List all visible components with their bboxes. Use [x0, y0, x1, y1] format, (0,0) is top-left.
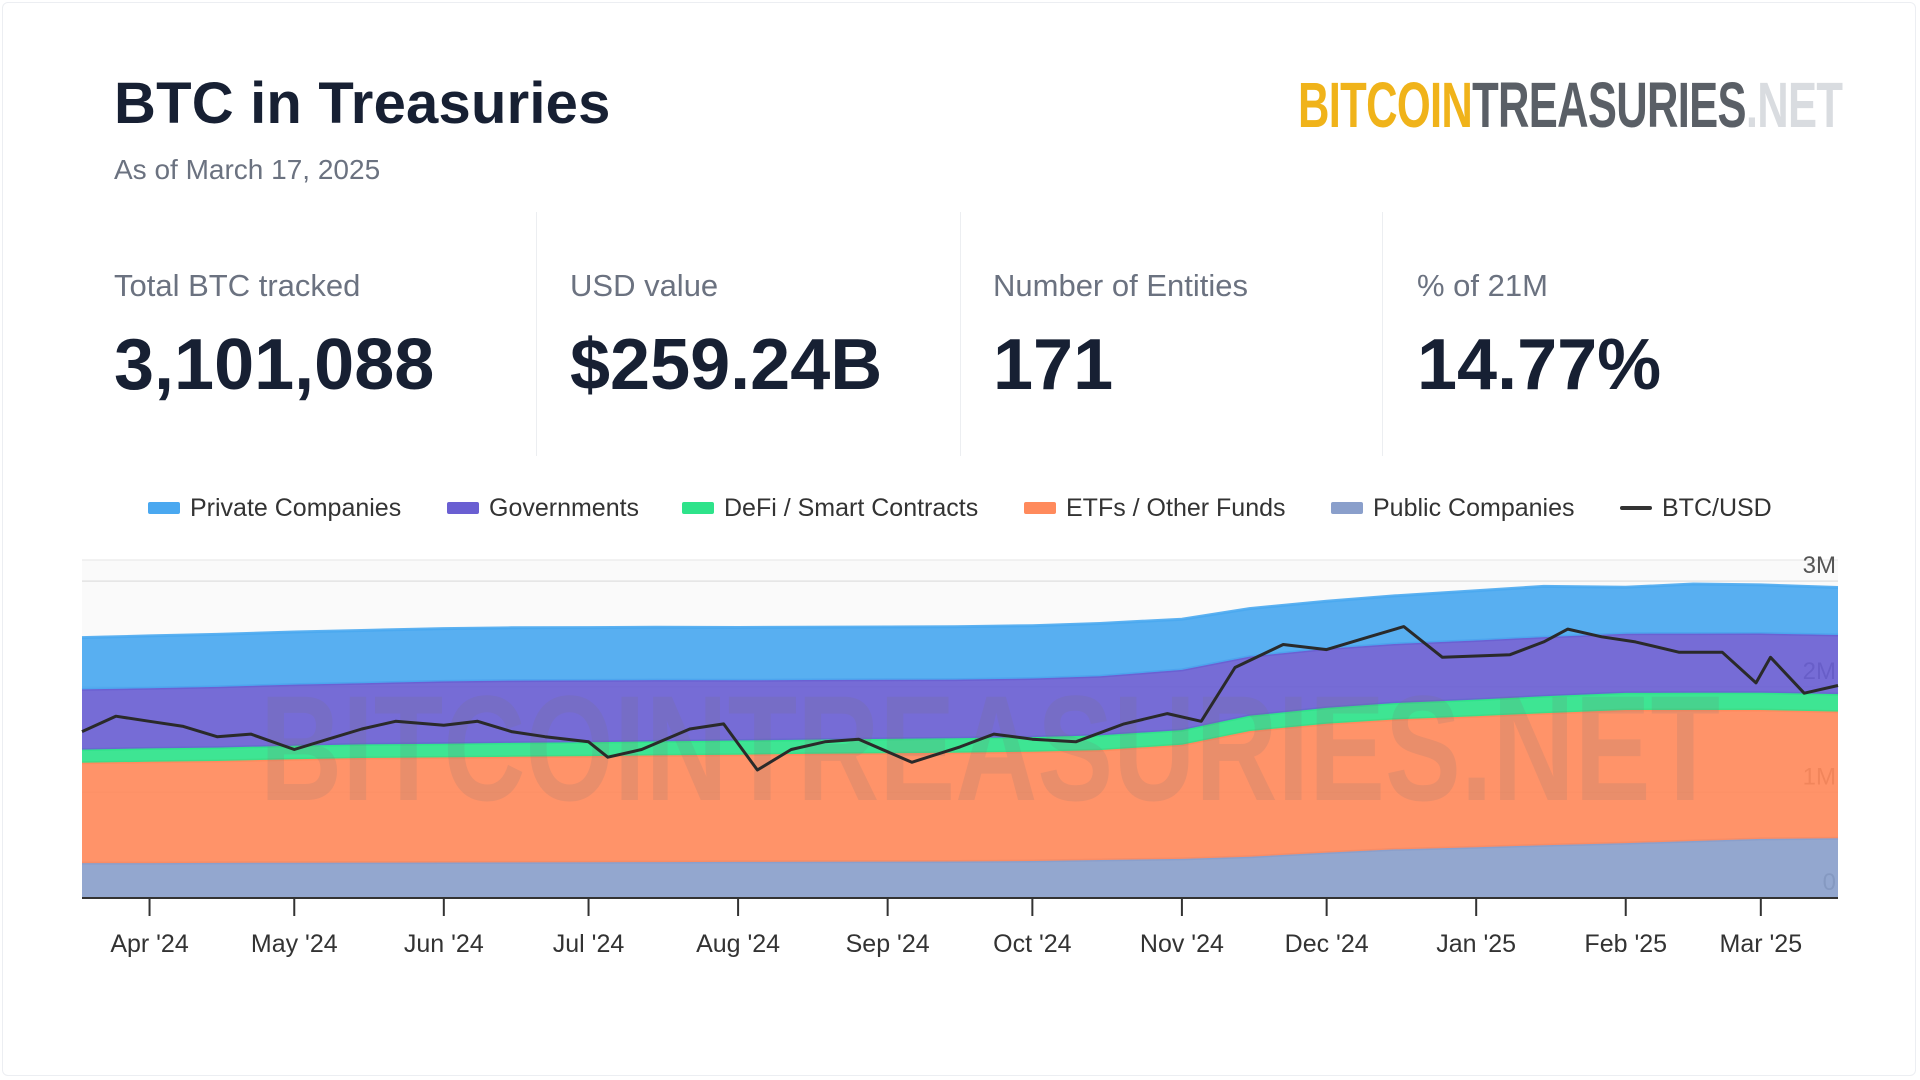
- x-tick-label: Dec '24: [1285, 930, 1369, 958]
- legend-label: BTC/USD: [1662, 493, 1772, 522]
- x-tick-label: Jul '24: [553, 930, 625, 958]
- area-public-companies: [82, 838, 1838, 898]
- stat-value: $259.24B: [570, 325, 883, 405]
- legend-swatch: [1024, 502, 1056, 514]
- area-governments: [82, 633, 1838, 750]
- x-tick-label: Apr '24: [110, 930, 189, 958]
- x-tick-label: Jan '25: [1436, 930, 1516, 958]
- area-private-companies: [82, 584, 1838, 690]
- area-edge: [81, 582, 1839, 640]
- legend-swatch: [1331, 502, 1363, 514]
- y-tick-label: 3M: [1803, 552, 1836, 579]
- legend-label: Public Companies: [1373, 493, 1575, 522]
- x-tick-label: Feb '25: [1584, 930, 1667, 958]
- bitcointreasuries-logo[interactable]: BITCOINTREASURIES.NET: [1298, 68, 1843, 142]
- legend-item-btc-usd[interactable]: BTC/USD: [1620, 490, 1772, 526]
- stat-value: 171: [993, 325, 1114, 405]
- area-etfs-other-funds: [82, 710, 1838, 864]
- legend-swatch: [1620, 506, 1652, 510]
- legend-item-governments[interactable]: Governments: [447, 490, 639, 526]
- as-of-date: As of March 17, 2025: [114, 154, 381, 185]
- logo-part-bitcoin: BITCOIN: [1298, 69, 1473, 141]
- legend-swatch: [447, 502, 479, 514]
- legend-item-etfs[interactable]: ETFs / Other Funds: [1024, 490, 1286, 526]
- legend-swatch: [148, 502, 180, 514]
- stat-label: USD value: [570, 268, 719, 303]
- btc-usd-line: [81, 625, 1839, 772]
- logo-part-treasuries: TREASURIES: [1472, 69, 1746, 141]
- x-tick-label: Nov '24: [1140, 930, 1224, 958]
- area-defi-smart-contracts: [82, 692, 1838, 763]
- x-tick-label: May '24: [251, 930, 338, 958]
- legend-label: Private Companies: [190, 493, 402, 522]
- x-tick-label: Sep '24: [846, 930, 930, 958]
- stat-label: Total BTC tracked: [114, 268, 361, 303]
- stat-label: % of 21M: [1417, 268, 1548, 303]
- legend-item-public-companies[interactable]: Public Companies: [1331, 490, 1575, 526]
- stat-divider: [960, 212, 961, 456]
- x-tick-label: Mar '25: [1720, 930, 1803, 958]
- logo-part-net: .NET: [1745, 69, 1843, 141]
- legend-label: Governments: [489, 493, 640, 522]
- legend-item-private-companies[interactable]: Private Companies: [148, 490, 401, 526]
- legend-label: ETFs / Other Funds: [1066, 493, 1286, 522]
- x-tick-label: Oct '24: [993, 930, 1072, 958]
- watermark-text: BITCOINTREASURIES.NET: [260, 664, 1720, 832]
- stat-value: 14.77%: [1417, 325, 1662, 405]
- stat-label: Number of Entities: [993, 268, 1248, 303]
- stat-value: 3,101,088: [114, 325, 435, 405]
- x-tick-label: Aug '24: [696, 930, 780, 958]
- chart-legend: Private Companies Governments DeFi / Sma…: [0, 490, 1920, 526]
- legend-swatch: [682, 502, 714, 514]
- stats-row: Total BTC tracked 3,101,088 USD value $2…: [0, 212, 1920, 456]
- stat-divider: [1382, 212, 1383, 456]
- legend-label: DeFi / Smart Contracts: [724, 493, 979, 522]
- page-title: BTC in Treasuries: [114, 71, 611, 136]
- x-tick-label: Jun '24: [404, 930, 484, 958]
- legend-item-defi[interactable]: DeFi / Smart Contracts: [682, 490, 978, 526]
- stat-divider: [536, 212, 537, 456]
